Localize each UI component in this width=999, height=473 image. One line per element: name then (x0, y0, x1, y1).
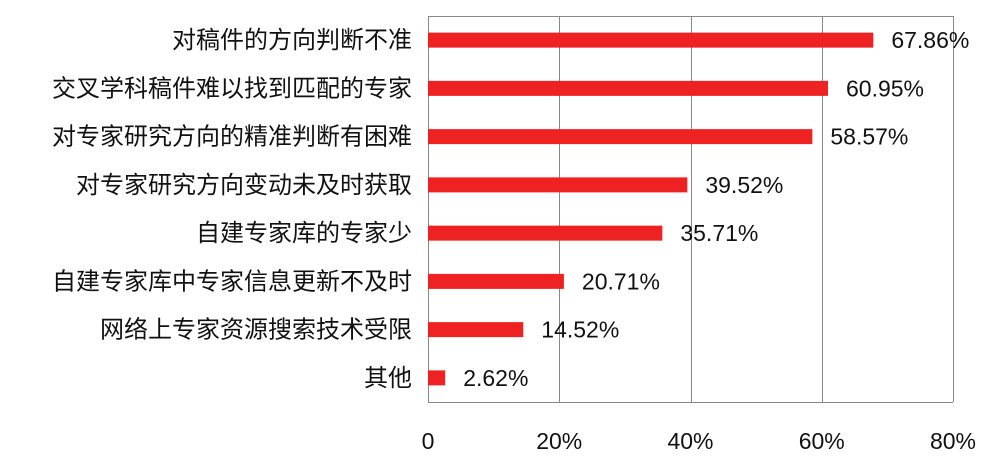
grid-lines (428, 16, 954, 403)
category-label: 对稿件的方向判断不准 (172, 26, 412, 54)
bar (428, 225, 663, 241)
value-label: 2.62% (463, 365, 528, 391)
category-label: 自建专家库中专家信息更新不及时 (52, 267, 412, 295)
value-label: 14.52% (541, 317, 619, 343)
bars-group (428, 32, 874, 386)
category-labels: 对稿件的方向判断不准交叉学科稿件难以找到匹配的专家对专家研究方向的精准判断有困难… (52, 26, 412, 392)
bar (428, 80, 828, 96)
bar (428, 32, 874, 48)
bar (428, 273, 564, 289)
x-tick-label: 40% (667, 428, 713, 454)
category-label: 交叉学科稿件难以找到匹配的专家 (52, 74, 412, 102)
bar (428, 177, 688, 193)
category-label: 对专家研究方向变动未及时获取 (76, 171, 412, 199)
value-labels: 67.86% 60.95% 58.57% 39.52% 35.71% 20.71% 14.5… (463, 27, 969, 391)
category-label: 其他 (364, 364, 412, 392)
x-tick-label: 80% (930, 428, 976, 454)
x-axis-tick-labels: 0 20% 40% 60% 80% (422, 428, 976, 454)
x-tick-label: 0 (422, 428, 435, 454)
bar (428, 370, 446, 386)
x-tick-label: 20% (536, 428, 582, 454)
x-tick-label: 60% (799, 428, 845, 454)
value-label: 58.57% (830, 124, 908, 150)
category-label: 对专家研究方向的精准判断有困难 (52, 123, 412, 151)
bar (428, 129, 813, 145)
value-label: 20.71% (582, 268, 660, 294)
category-label: 网络上专家资源搜索技术受限 (100, 316, 412, 344)
value-label: 35.71% (680, 220, 758, 246)
value-label: 60.95% (846, 75, 924, 101)
value-label: 39.52% (705, 172, 783, 198)
bar (428, 322, 524, 338)
category-label: 自建专家库的专家少 (196, 219, 412, 247)
value-label: 67.86% (891, 27, 969, 53)
